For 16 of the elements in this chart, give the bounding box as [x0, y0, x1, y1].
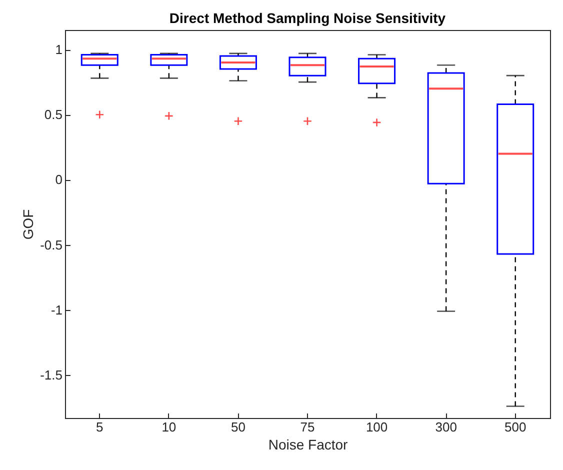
- y-tick-label: -1.5: [40, 368, 62, 383]
- y-tick-label: -1: [50, 302, 62, 318]
- x-tick-label: 300: [435, 420, 457, 434]
- y-tick-label: -0.5: [40, 237, 62, 252]
- chart-title: Direct Method Sampling Noise Sensitivity: [169, 10, 446, 26]
- y-axis-title: GOF: [20, 209, 36, 240]
- x-tick-label: 5: [96, 420, 104, 434]
- y-tick-label: 0: [55, 172, 62, 188]
- x-tick-label: 75: [300, 420, 315, 434]
- x-tick-label: 50: [230, 420, 246, 434]
- y-tick-label: 0.5: [44, 107, 62, 122]
- x-tick-label: 500: [504, 420, 526, 434]
- x-tick-label: 100: [366, 420, 388, 434]
- y-tick-label: 1: [55, 42, 62, 58]
- x-tick-label: 10: [162, 420, 176, 434]
- x-axis-title: Noise Factor: [268, 436, 348, 452]
